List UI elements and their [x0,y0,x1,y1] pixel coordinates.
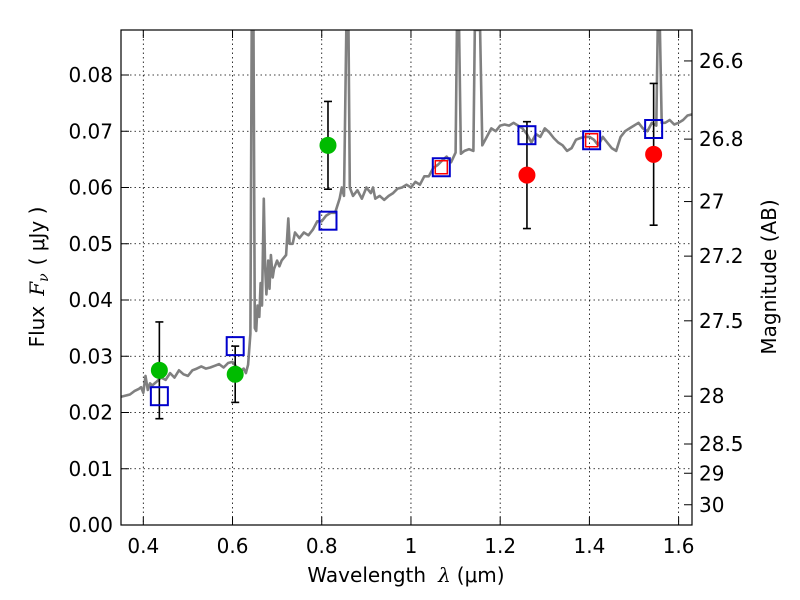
plot-frame [120,29,693,526]
y-tick-label: 0.08 [68,63,113,87]
y-axis-label: Flux Fν ( μJy ) [25,207,52,348]
y2-axis-label: Magnitude (AB) [757,199,781,354]
model-square-layer [149,119,664,407]
grid [121,30,692,526]
x-axis-label-unit: (μm) [457,563,505,587]
y-tick-label: 0.06 [68,176,113,200]
x-tick-label: 1.2 [484,534,516,558]
model-square-inner [434,160,449,175]
y-tick-label: 0.02 [68,401,113,425]
y-axis-label-subscript: ν [36,273,52,282]
y2-tick-label: 27 [699,190,724,214]
model-square [582,130,602,151]
y-tick-label: 0.01 [68,457,113,481]
y-axis-label-symbol: F [25,281,49,297]
red-photometry-point [645,145,663,163]
model-square [225,336,245,357]
spectrum-layer [121,30,692,399]
y-tick-label: 0.00 [68,513,113,537]
x-axis-label-symbol: λ [437,563,451,587]
model-square [431,157,451,178]
y-tick-label: 0.07 [68,119,113,143]
y-tick-label: 0.04 [68,288,113,312]
model-square [149,386,169,407]
y2-tick-label: 28 [699,384,724,408]
x-tick-label: 0.8 [306,534,338,558]
y2-tick-label: 26.8 [699,127,744,151]
y2-tick-label: 30 [699,493,724,517]
x-tick-label: 1.6 [663,534,695,558]
green-photometry-point [150,361,168,379]
y2-tick-label: 29 [699,461,724,485]
green-photometry-point [226,365,244,383]
spectrum-line [121,30,692,399]
x-tick-label: 0.4 [127,534,159,558]
model-square [318,210,338,231]
green-photometry-point [319,136,337,154]
model-square-inner [584,133,599,148]
axis-ticks [121,30,692,526]
plot-background [121,30,692,525]
x-axis-label-text: Wavelength [307,563,426,587]
y-tick-label: 0.03 [68,344,113,368]
y-axis-label-text: Flux [25,306,49,348]
y2-tick-label: 28.5 [699,432,744,456]
model-square [644,119,664,139]
x-tick-label: 1.4 [573,534,605,558]
y-axis-label-unit: ( μJy ) [25,207,49,266]
y-tick-label: 0.05 [68,232,113,256]
y2-tick-label: 27.2 [699,244,744,268]
model-square [517,125,537,146]
photometry-point-layer [150,136,663,383]
red-photometry-point [518,166,536,184]
y2-tick-label: 27.5 [699,309,744,333]
axis-tick-labels: 0.4 0.6 0.8 1 1.2 1.4 1.6 0.00 0.01 0.02 0.03 0.04 0… [68,49,743,558]
x-axis-label: Wavelength λ (μm) [307,563,504,587]
x-tick-label: 0.6 [217,534,249,558]
y2-tick-label: 26.6 [699,49,744,73]
x-tick-label: 1 [405,534,418,558]
